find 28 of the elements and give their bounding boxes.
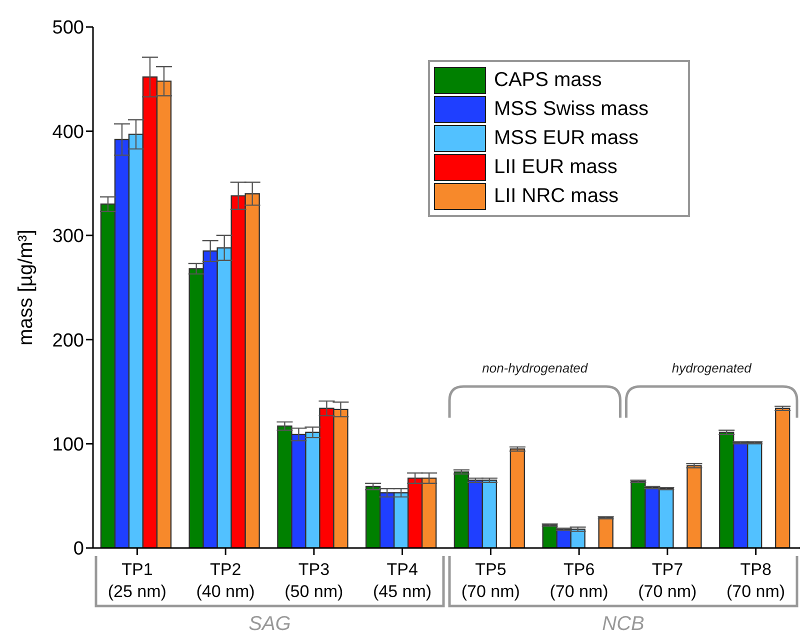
text: NCB xyxy=(602,613,644,635)
x-tick-label: TP6 (70 nm) xyxy=(550,560,608,601)
x-tick-label: TP4 (45 nm) xyxy=(373,560,432,601)
x-tick-label: TP8 (70 nm) xyxy=(726,560,786,601)
x-tick-label: TP7 (70 nm) xyxy=(638,560,697,601)
legend-label: LII EUR mass xyxy=(494,156,618,179)
y-tick-label: 100 xyxy=(52,434,84,456)
annotation: non-hydrogenated xyxy=(482,360,588,376)
x-tick-label: TP1 (25 nm) xyxy=(108,560,166,601)
x-tick-label: TP5 (70 nm) xyxy=(461,560,520,601)
y-axis-title: mass [µg/m³] xyxy=(15,230,37,346)
bar xyxy=(510,448,526,548)
bar xyxy=(774,408,790,548)
y-tick-label: 400 xyxy=(52,122,84,143)
legend-label: MSS Swiss mass xyxy=(494,98,648,121)
y-tick-label: 500 xyxy=(52,18,84,39)
legend-label: MSS EUR mass xyxy=(494,127,638,150)
legend-label: LII NRC mass xyxy=(494,185,618,208)
y-tick-label: 200 xyxy=(52,330,84,352)
x-tick-label: TP3 (50 nm) xyxy=(284,560,344,601)
text: SAG xyxy=(248,613,291,635)
x-tick-label: TP2 (40 nm) xyxy=(196,560,255,601)
annotation: hydrogenated xyxy=(672,360,752,376)
y-tick-label: 300 xyxy=(52,226,84,248)
legend-label: CAPS mass xyxy=(494,69,602,92)
bar xyxy=(686,465,702,548)
bar xyxy=(598,517,614,548)
y-tick-label: 0 xyxy=(73,538,84,560)
